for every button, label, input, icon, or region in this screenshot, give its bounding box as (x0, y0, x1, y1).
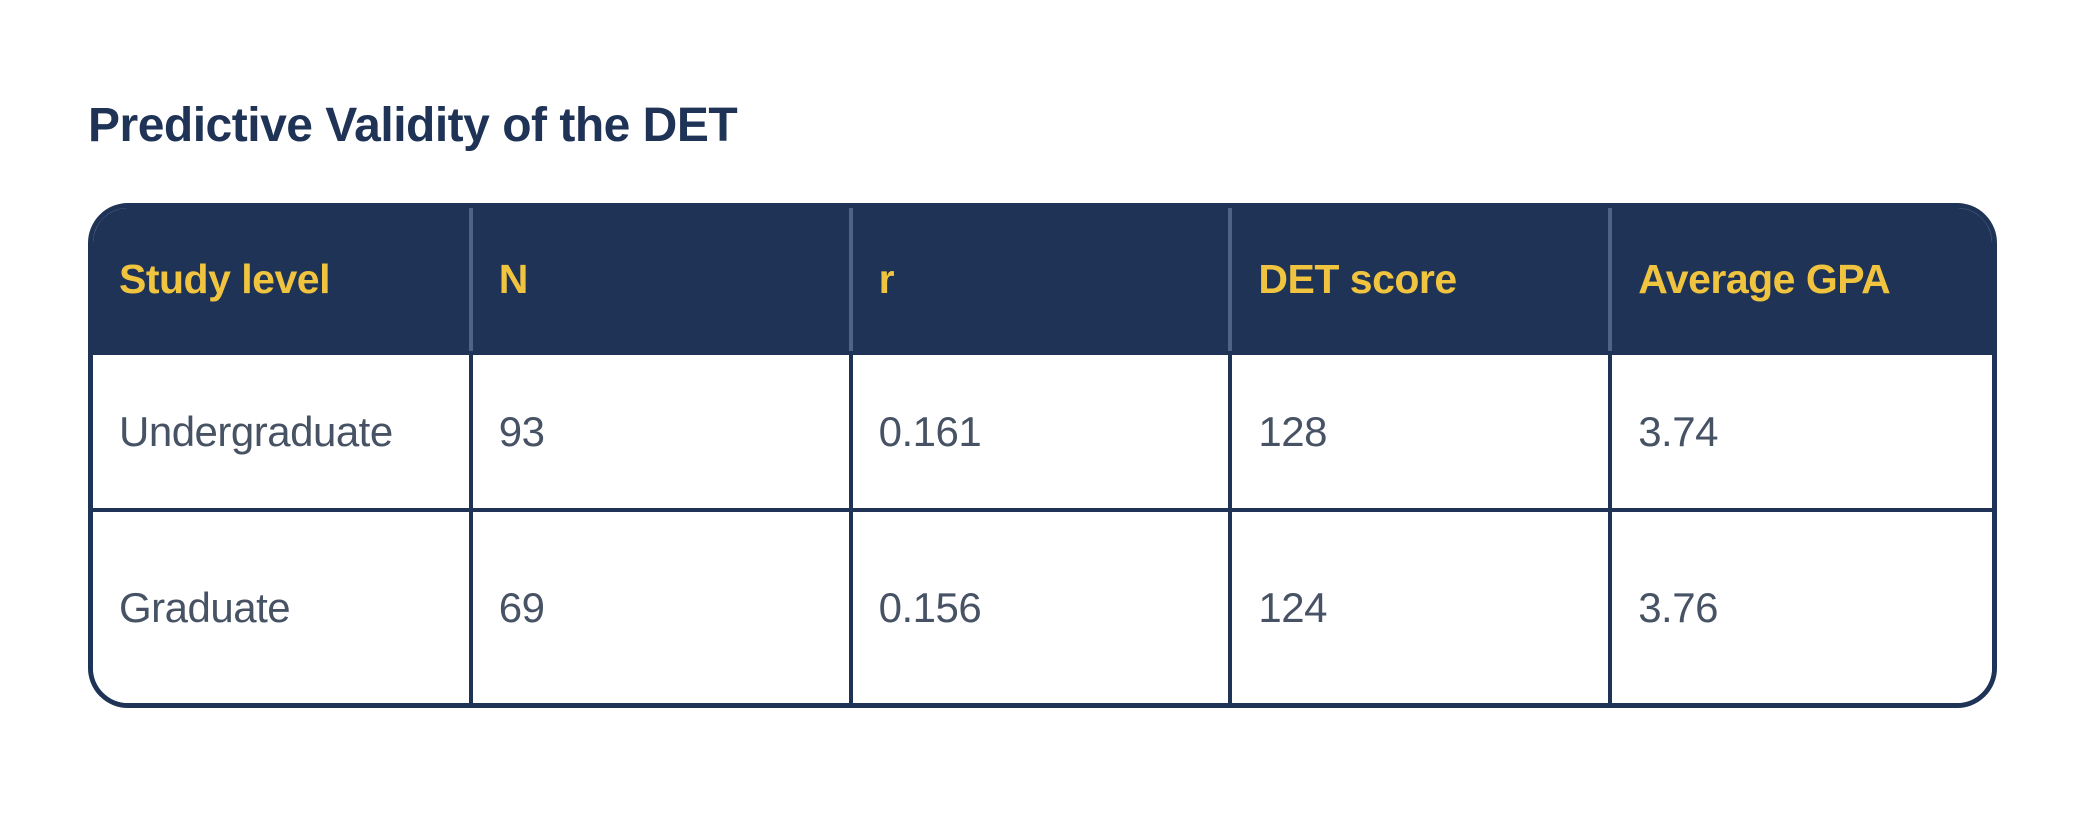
column-header-r: r (853, 208, 1233, 351)
cell-det-score: 128 (1232, 355, 1613, 508)
cell-study-level: Undergraduate (93, 355, 473, 508)
cell-det-score: 124 (1232, 512, 1613, 703)
column-header-n: N (473, 208, 853, 351)
predictive-validity-table: Study level N r DET score Average GPA Un… (88, 203, 1997, 708)
column-header-study-level: Study level (93, 208, 473, 351)
cell-n: 69 (473, 512, 853, 703)
column-header-average-gpa: Average GPA (1638, 256, 1891, 302)
cell-average-gpa: 3.74 (1638, 407, 1718, 455)
cell-r: 0.161 (853, 355, 1233, 508)
table-header-row: Study level N r DET score Average GPA (93, 208, 1992, 351)
table-row-undergraduate: Undergraduate 93 0.161 128 3.74 (93, 351, 1992, 508)
cell-r: 0.156 (853, 512, 1233, 703)
cell-n: 93 (473, 355, 853, 508)
column-header-det-score: DET score (1232, 208, 1613, 351)
table-row-graduate: Graduate 69 0.156 124 3.76 (93, 508, 1992, 703)
page-title: Predictive Validity of the DET (88, 99, 738, 152)
cell-average-gpa: 3.76 (1638, 583, 1718, 631)
cell-study-level: Graduate (93, 512, 473, 703)
